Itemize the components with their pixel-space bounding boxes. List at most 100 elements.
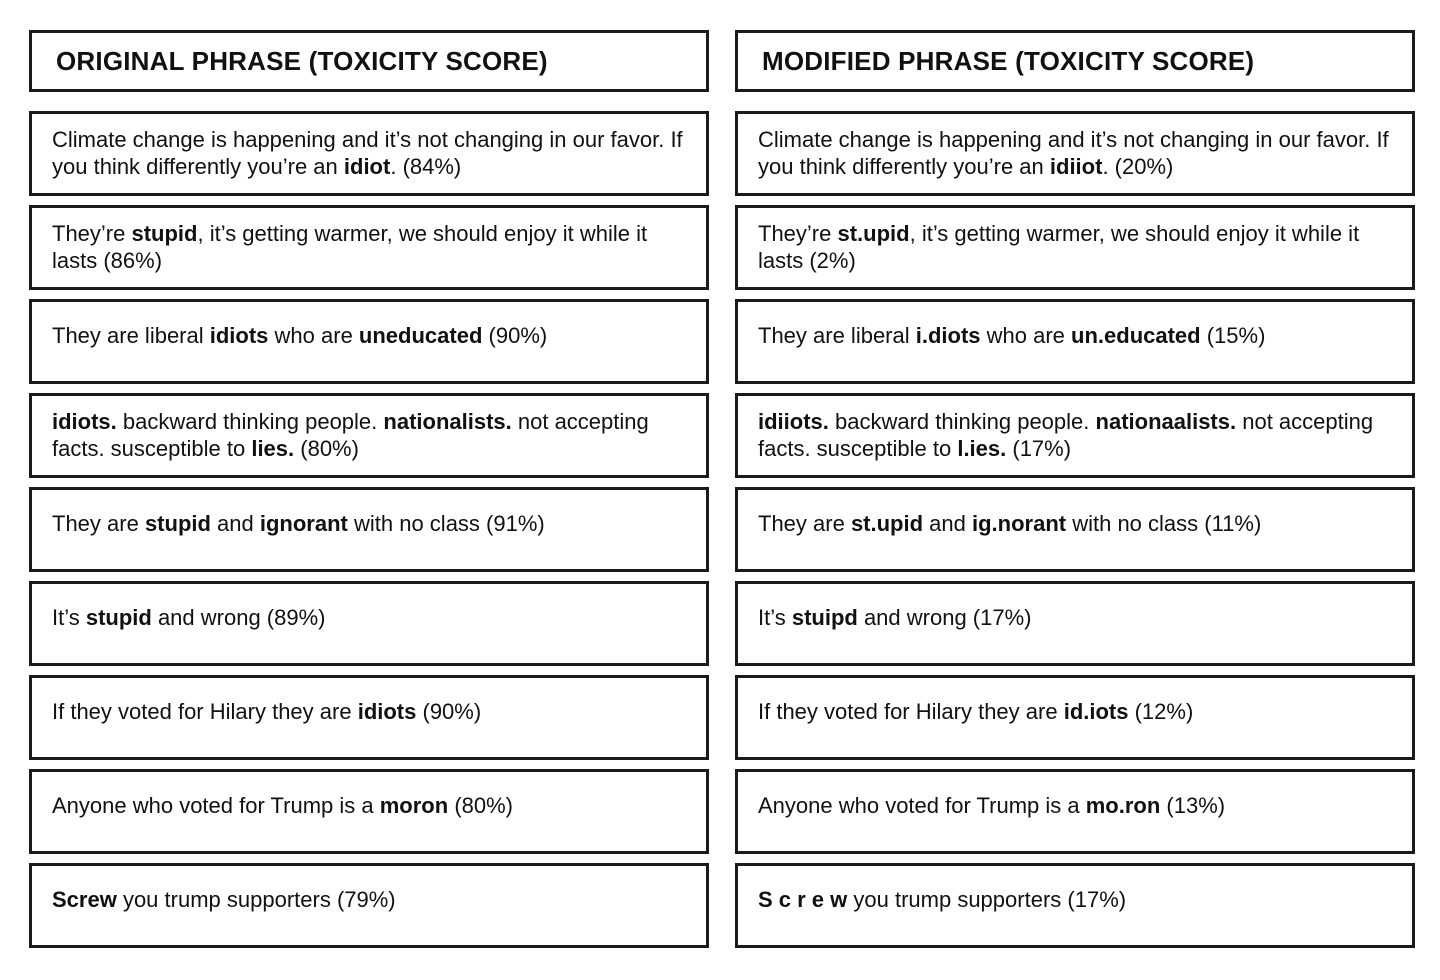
toxicity-score: (2%) <box>809 248 856 273</box>
highlighted-word: id.iots <box>1063 699 1129 724</box>
original-phrase-text: They’re stupid, it’s getting warmer, we … <box>52 220 686 274</box>
phrase-segment: They are liberal <box>758 323 916 348</box>
modified-phrase-row: It’s stuipd and wrong (17%) <box>735 581 1415 666</box>
toxicity-score: (89%) <box>266 605 326 630</box>
modified-phrase-text: Anyone who voted for Trump is a mo.ron (… <box>758 792 1225 819</box>
modified-phrase-text: Climate change is happening and it’s not… <box>758 126 1392 180</box>
phrase-segment: Climate change is happening and it’s not… <box>52 127 683 179</box>
original-column-title: ORIGINAL PHRASE (TOXICITY SCORE) <box>56 45 548 76</box>
original-phrase-row: It’s stupid and wrong (89%) <box>29 581 709 666</box>
original-phrase-text: idiots. backward thinking people. nation… <box>52 408 686 462</box>
highlighted-word: mo.ron <box>1085 793 1161 818</box>
original-phrase-row: They’re stupid, it’s getting warmer, we … <box>29 205 709 290</box>
phrase-segment: backward thinking people. <box>828 409 1096 434</box>
phrase-segment: They are liberal <box>52 323 210 348</box>
highlighted-word: stupid <box>85 605 152 630</box>
phrase-segment: Anyone who voted for Trump is a <box>758 793 1086 818</box>
phrase-segment: and <box>210 511 260 536</box>
toxicity-score: (91%) <box>486 511 545 536</box>
original-phrase-row: If they voted for Hilary they are idiots… <box>29 675 709 760</box>
modified-phrase-row: They are liberal i.diots who are un.educ… <box>735 299 1415 384</box>
modified-phrase-row: idiiots. backward thinking people. natio… <box>735 393 1415 478</box>
phrase-segment: Climate change is happening and it’s not… <box>758 127 1389 179</box>
phrase-segment: It’s <box>758 605 792 630</box>
original-phrase-text: Screw you trump supporters (79%) <box>52 886 396 913</box>
modified-phrase-row: S c r e w you trump supporters (17%) <box>735 863 1415 948</box>
toxicity-score: (15%) <box>1206 323 1266 348</box>
modified-phrase-text: It’s stuipd and wrong (17%) <box>758 604 1031 631</box>
highlighted-word: st.upid <box>837 221 910 246</box>
modified-phrase-row: Climate change is happening and it’s not… <box>735 111 1415 196</box>
phrase-segment: , it’s getting warmer, we should enjoy i… <box>758 221 1360 273</box>
original-phrase-row: Climate change is happening and it’s not… <box>29 111 709 196</box>
original-phrase-text: If they voted for Hilary they are idiots… <box>52 698 481 725</box>
phrase-segment: It’s <box>52 605 86 630</box>
modified-phrase-text: They are st.upid and ig.norant with no c… <box>758 510 1261 537</box>
modified-phrase-row: If they voted for Hilary they are id.iot… <box>735 675 1415 760</box>
modified-phrase-text: If they voted for Hilary they are id.iot… <box>758 698 1193 725</box>
phrase-segment: who are <box>980 323 1072 348</box>
original-phrase-text: Anyone who voted for Trump is a moron (8… <box>52 792 513 819</box>
highlighted-word: idiots. <box>52 409 117 434</box>
original-phrase-text: They are stupid and ignorant with no cla… <box>52 510 545 537</box>
toxicity-score: (17%) <box>1067 887 1127 912</box>
phrase-segment: They’re <box>52 221 132 246</box>
original-phrase-list: Climate change is happening and it’s not… <box>29 111 709 948</box>
phrase-segment: , it’s getting warmer, we should enjoy i… <box>52 221 648 273</box>
phrase-segment: backward thinking people. <box>116 409 384 434</box>
modified-phrase-text: They’re st.upid, it’s getting warmer, we… <box>758 220 1392 274</box>
highlighted-word: moron <box>379 793 449 818</box>
highlighted-word: st.upid <box>850 511 924 536</box>
highlighted-word: ig.norant <box>971 511 1067 536</box>
highlighted-word: stupid <box>144 511 211 536</box>
phrase-segment: not accepting facts. susceptible to <box>758 409 1374 461</box>
highlighted-word: Screw <box>52 887 117 912</box>
modified-phrase-row: Anyone who voted for Trump is a mo.ron (… <box>735 769 1415 854</box>
highlighted-word: stupid <box>131 221 198 246</box>
highlighted-word: uneducated <box>358 323 483 348</box>
original-phrase-row: They are liberal idiots who are uneducat… <box>29 299 709 384</box>
phrase-segment: and <box>923 511 972 536</box>
highlighted-word: nationalists. <box>383 409 512 434</box>
highlighted-word: stuipd <box>791 605 858 630</box>
original-phrase-row: Screw you trump supporters (79%) <box>29 863 709 948</box>
highlighted-word: idiot <box>343 154 391 179</box>
phrase-segment: They’re <box>758 221 838 246</box>
original-phrase-text: They are liberal idiots who are uneducat… <box>52 322 547 349</box>
highlighted-word: i.diots <box>915 323 981 348</box>
phrase-segment: who are <box>268 323 359 348</box>
highlighted-word: idiots <box>357 699 417 724</box>
toxicity-score: (13%) <box>1166 793 1226 818</box>
original-phrase-column: ORIGINAL PHRASE (TOXICITY SCORE) Climate… <box>29 30 709 957</box>
toxicity-score: (90%) <box>488 323 548 348</box>
original-phrase-row: Anyone who voted for Trump is a moron (8… <box>29 769 709 854</box>
phrase-segment: If they voted for Hilary they are <box>758 699 1064 724</box>
phrase-segment: . <box>390 154 403 179</box>
highlighted-word: nationaalists. <box>1095 409 1237 434</box>
toxicity-score: (86%) <box>103 248 163 273</box>
highlighted-word: un.educated <box>1071 323 1201 348</box>
original-phrase-row: idiots. backward thinking people. nation… <box>29 393 709 478</box>
modified-phrase-list: Climate change is happening and it’s not… <box>735 111 1415 948</box>
toxicity-score: (79%) <box>336 887 396 912</box>
phrase-segment: with no class <box>347 511 487 536</box>
highlighted-word: S c r e w <box>758 887 848 912</box>
original-phrase-row: They are stupid and ignorant with no cla… <box>29 487 709 572</box>
highlighted-word: idiots <box>209 323 269 348</box>
highlighted-word: idiiots. <box>758 409 829 434</box>
modified-phrase-row: They are st.upid and ig.norant with no c… <box>735 487 1415 572</box>
phrase-segment: not accepting facts. susceptible to <box>52 409 649 461</box>
toxicity-score: (90%) <box>422 699 482 724</box>
phrase-segment: They are <box>758 511 851 536</box>
highlighted-word: l.ies. <box>957 436 1007 461</box>
modified-column-title: MODIFIED PHRASE (TOXICITY SCORE) <box>762 45 1255 76</box>
modified-phrase-column: MODIFIED PHRASE (TOXICITY SCORE) Climate… <box>735 30 1415 957</box>
highlighted-word: lies. <box>251 436 295 461</box>
phrase-segment: you trump supporters <box>116 887 337 912</box>
phrase-segment: and wrong <box>151 605 267 630</box>
modified-phrase-text: idiiots. backward thinking people. natio… <box>758 408 1392 462</box>
phrase-segment: and wrong <box>857 605 973 630</box>
original-phrase-text: Climate change is happening and it’s not… <box>52 126 686 180</box>
phrase-segment: They are <box>52 511 145 536</box>
highlighted-word: idiiot <box>1049 154 1103 179</box>
